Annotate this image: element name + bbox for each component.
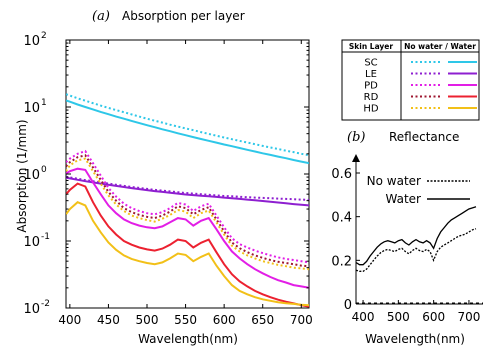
absorption-line-hd-water [66, 201, 309, 307]
absorption-line-rd-no-water [66, 154, 309, 268]
legend-row-label: PD [364, 81, 378, 92]
absorption-y-tick-exponent: 0 [41, 165, 47, 175]
absorption-y-tick-label: 10 [23, 34, 40, 49]
reflectance-series-group [355, 206, 483, 304]
absorption-x-tick-label: 400 [58, 313, 81, 327]
legend-header-layer: Skin Layer [349, 42, 393, 51]
absorption-line-rd-water [66, 182, 309, 308]
absorption-x-tick-label: 650 [251, 313, 274, 327]
reflectance-chart-title: Reflectance [389, 130, 459, 144]
legend-header-condition: No water / Water [404, 42, 476, 51]
reflectance-x-tick-label: 400 [352, 310, 375, 324]
absorption-line-sc-no-water [66, 93, 309, 157]
reflectance-x-ticks: 400 500 600 700 [352, 300, 480, 324]
absorption-line-pd-water [66, 167, 309, 289]
absorption-line-sc-water [66, 99, 309, 165]
reflectance-legend: No water Water [367, 174, 470, 206]
absorption-x-ticks: 400 450 500 550 600 650 700 [58, 40, 313, 327]
absorption-y-axis-label: Absorption (1/mm) [15, 119, 29, 232]
reflectance-line-water [355, 206, 477, 266]
reflectance-y-tick-label: 0.2 [331, 254, 352, 269]
absorption-x-axis-label: Wavelength(nm) [138, 332, 238, 346]
absorption-x-tick-label: 500 [136, 313, 159, 327]
absorption-y-tick-exponent: -1 [41, 232, 50, 242]
absorption-y-tick-exponent: 2 [41, 31, 47, 41]
absorption-line-le-water [66, 176, 309, 207]
absorption-x-tick-label: 550 [174, 313, 197, 327]
absorption-y-tick-label: 10 [23, 101, 40, 116]
legend-table-frame [341, 39, 480, 121]
legend-row-label: HD [363, 104, 379, 115]
absorption-line-hd-no-water [66, 157, 309, 271]
absorption-plot-frame [65, 39, 310, 309]
reflectance-y-tick-label: 0.4 [331, 211, 352, 226]
reflectance-y-tick-label: 0 [344, 298, 352, 313]
legend-row-label: SC [364, 58, 377, 69]
reflectance-y-axis-arrow-icon [352, 154, 360, 162]
reflectance-chart: (b) Reflectance 400 500 600 700 00.20.40.6 … [331, 130, 483, 346]
reflectance-line-no-water [355, 228, 477, 272]
reflectance-y-ticks: 0 0.2 0.4 0.6 [331, 167, 360, 313]
absorption-chart: (a) Absorption per layer 400 450 500 550 600… [15, 9, 313, 346]
absorption-x-tick-label: 600 [213, 313, 236, 327]
absorption-chart-title: Absorption per layer [122, 9, 245, 23]
reflectance-x-axis-label: Wavelength(nm) [365, 332, 465, 346]
reflectance-y-tick-label: 0.6 [331, 167, 352, 182]
panel-b-letter: (b) [347, 130, 365, 145]
absorption-line-pd-no-water [66, 149, 309, 264]
absorption-y-tick-label: 10 [23, 168, 40, 183]
reflectance-legend-label: No water [367, 174, 421, 188]
panel-a-letter: (a) [92, 9, 110, 24]
absorption-y-tick-exponent: -2 [41, 299, 50, 309]
reflectance-legend-label: Water [386, 192, 422, 206]
absorption-x-tick-label: 450 [97, 313, 120, 327]
absorption-y-tick-label: 10 [23, 235, 40, 250]
absorption-series-group [66, 93, 309, 308]
absorption-y-tick-exponent: 1 [41, 98, 47, 108]
legend-row-label: LE [365, 69, 377, 80]
reflectance-x-tick-label: 700 [457, 310, 480, 324]
absorption-y-tick-label: 10 [23, 302, 40, 317]
absorption-x-tick-label: 700 [290, 313, 313, 327]
legend-row-label: RD [364, 92, 379, 103]
reflectance-x-tick-label: 600 [422, 310, 445, 324]
reflectance-x-tick-label: 500 [387, 310, 410, 324]
